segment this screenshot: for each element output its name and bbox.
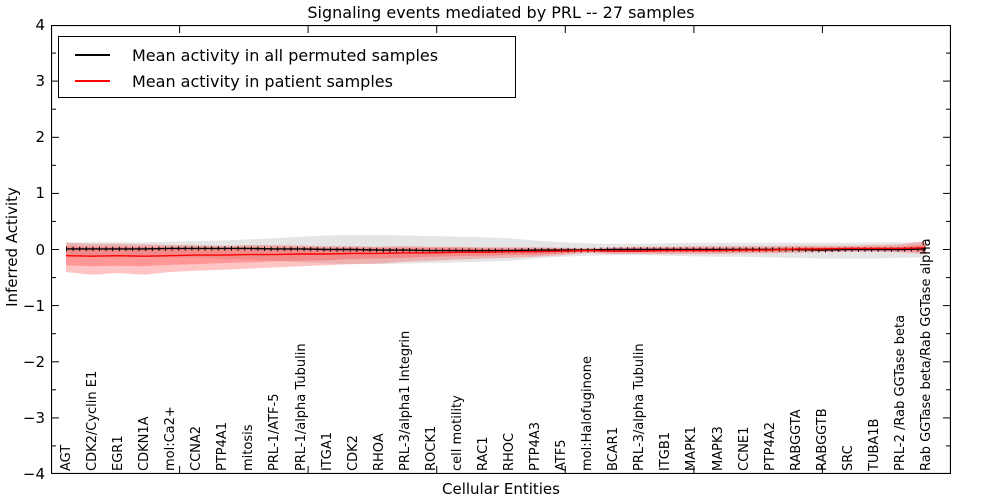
x-category-label: BCAR1	[606, 427, 622, 471]
x-category-label: TUBA1B	[866, 418, 882, 471]
x-category-label: PRL-3/alpha Tubulin	[632, 343, 648, 471]
x-category-label: RHOC	[502, 432, 518, 471]
x-category-label: RABGGTA	[788, 409, 804, 471]
axes-frame	[51, 25, 951, 474]
x-category-label: PRL-1/ATF-5	[267, 393, 283, 472]
x-category-label: cell motility	[449, 395, 465, 471]
y-tick-label: −4	[22, 465, 45, 483]
legend-label-permuted: Mean activity in all permuted samples	[132, 45, 439, 65]
x-category-label: mol:Ca2+	[163, 406, 179, 471]
x-category-label: CCNA2	[189, 425, 205, 471]
x-category-label: ITGB1	[658, 431, 674, 471]
x-category-label: RHOA	[371, 433, 387, 471]
legend: Mean activity in all permuted samples Me…	[58, 36, 516, 98]
Mean activity in patient samples-line	[65, 247, 927, 257]
x-category-label: PTP4A2	[762, 421, 778, 471]
y-tick-label: −3	[22, 408, 45, 427]
x-axis-label: Cellular Entities	[442, 480, 560, 498]
x-category-label: mitosis	[241, 424, 257, 471]
legend-item-patient: Mean activity in patient samples	[75, 68, 515, 94]
y-tick-label: 4	[35, 16, 45, 34]
legend-label-patient: Mean activity in patient samples	[132, 71, 393, 91]
red-line-swatch	[75, 80, 110, 82]
x-category-label: ATF5	[554, 439, 570, 471]
black-line-swatch	[75, 54, 110, 56]
y-tick-label: 2	[35, 128, 45, 147]
x-category-label: AGT	[59, 444, 74, 471]
plot-area	[51, 25, 951, 474]
x-category-label: ROCK1	[423, 425, 439, 471]
x-category-label: CDK2/Cyclin E1	[85, 370, 101, 471]
x-category-label: CDK2	[345, 435, 361, 471]
permuted-samples-band	[66, 234, 926, 265]
x-category-label: PTP4A3	[528, 421, 544, 471]
x-category-label: mol:Halofuginone	[580, 355, 596, 471]
x-category-label: CCNE1	[736, 426, 752, 471]
y-tick-label: 3	[35, 72, 45, 91]
x-category-label: PRL-3/alpha1 Integrin	[397, 330, 413, 471]
legend-item-permuted: Mean activity in all permuted samples	[75, 42, 515, 68]
x-category-label: MAPK1	[684, 426, 700, 471]
y-tick-label: 0	[35, 240, 45, 259]
x-category-label: Rab GGTase beta/Rab GGTase alpha	[919, 238, 934, 471]
y-tick-label: −2	[22, 352, 45, 371]
x-category-label: SRC	[840, 445, 856, 471]
x-category-label: PRL-1/alpha Tubulin	[293, 343, 309, 471]
x-category-label: PTP4A1	[215, 421, 231, 471]
x-category-label: RAC1	[475, 436, 491, 471]
y-tick-label: −1	[22, 296, 45, 315]
y-tick-label: 1	[35, 184, 45, 203]
x-category-label: ITGA1	[319, 431, 335, 471]
x-category-label: CDKN1A	[137, 416, 153, 471]
x-category-label: MAPK3	[710, 426, 726, 471]
x-category-label: RABGGTB	[814, 408, 830, 471]
x-category-label: EGR1	[111, 435, 127, 471]
x-category-label: PRL-2 /Rab GGTase beta	[892, 314, 908, 471]
chart-title: Signaling events mediated by PRL -- 27 s…	[307, 3, 695, 22]
